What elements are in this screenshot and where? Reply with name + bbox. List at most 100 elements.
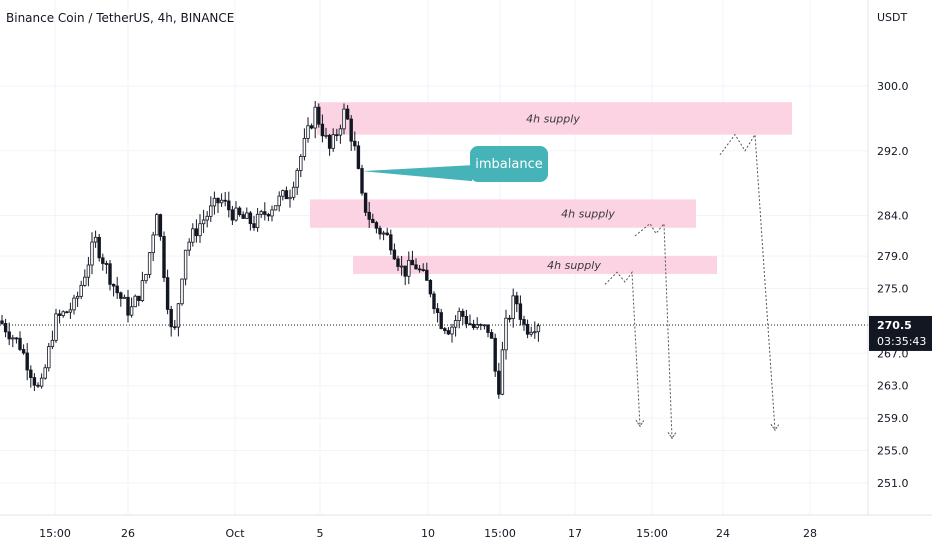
candle-body [453,320,458,328]
candle-body [507,317,512,320]
candle-body [266,214,271,217]
candle-body [392,249,397,260]
y-tick-label: 263.0 [877,380,909,393]
candle-body [432,293,436,310]
candle-body [25,352,29,371]
supply-zones: 4h supply 4h supply 4h supply [310,102,792,274]
candle-body [176,303,181,328]
candle-body [79,285,83,297]
candle-body [518,303,523,320]
candle-body [263,211,267,215]
candle-body [299,156,303,171]
candle-body [396,258,400,267]
candle-body [219,199,224,204]
candle-body [288,196,292,200]
candle-body [511,295,515,319]
x-tick-label: 28 [803,527,817,540]
candle-body [363,192,368,213]
candle-body [32,377,37,386]
candle-body [353,140,357,147]
candle-body [515,295,519,305]
candle-body [461,310,465,317]
candle-body [536,325,541,333]
x-tick-label: 5 [317,527,324,540]
candle-body [367,211,371,220]
candle-body [525,323,530,335]
candle-body [115,285,119,294]
callout-box[interactable] [470,146,548,182]
candle-body [497,370,501,395]
candle-body [450,326,454,335]
candle-body [93,236,98,243]
y-tick-label: 284.0 [877,210,909,223]
candle-body [191,228,195,243]
candle-body [173,326,177,329]
candle-body [50,339,55,348]
candle-body [241,214,245,219]
candle-body [86,264,91,278]
supply-zone[interactable] [317,102,792,135]
candle-body [529,331,533,335]
candle-body [3,323,8,333]
candle-body [57,313,62,316]
candle-body [158,214,163,237]
candle-body [72,297,76,311]
candle-body [126,296,130,316]
candle-body [324,134,328,137]
candle-body [335,134,339,137]
candle-body [187,241,191,251]
imbalance-callout: imbalance [362,146,548,182]
candle-body [381,232,386,235]
candle-body [248,212,253,225]
candle-body [212,197,217,207]
candle-body [273,205,278,211]
candle-body [471,323,476,328]
candle-body [320,123,325,137]
candle-body [90,241,94,266]
candle-body [331,134,335,149]
candle-body [428,279,433,295]
candle-body [14,337,19,340]
candle-body [209,205,213,217]
x-tick-label: 24 [716,527,730,540]
last-price-tag: 270.5 03:35:43 [869,315,932,351]
candle-body [291,186,296,198]
y-tick-label: 275.0 [877,283,909,296]
candle-body [61,311,65,316]
projection-path[interactable] [719,133,776,431]
candle-body [439,312,443,329]
candle-body [504,317,508,351]
candle-body [83,276,87,286]
supply-zone-label: 4h supply [561,208,615,221]
candle-body [421,269,425,271]
supply-zone[interactable] [353,256,717,274]
candle-body [147,252,152,275]
projection-path[interactable] [604,270,641,427]
x-tick-label: 15:00 [39,527,71,540]
y-tick-label: 292.0 [877,145,909,158]
candle-body [356,145,361,169]
candle-body [18,337,22,350]
candle-body [54,313,58,341]
x-tick-label: 10 [421,527,435,540]
candle-body [342,108,346,130]
price-axis-panel[interactable] [868,0,932,515]
candle-body [11,337,15,340]
x-tick-label: 15:00 [636,527,668,540]
candle-body [295,170,299,188]
candle-body [234,207,238,221]
candle-body [43,367,47,379]
candle-body [36,384,40,387]
candle-body [39,377,44,387]
projection-path[interactable] [634,222,673,439]
candle-body [345,108,350,120]
candle-body [75,295,80,299]
candle-body [407,259,411,277]
candle-body [194,228,199,237]
candle-body [270,209,274,217]
callout-pointer [362,165,472,182]
candle-body [162,236,166,279]
supply-zone[interactable] [310,199,696,228]
